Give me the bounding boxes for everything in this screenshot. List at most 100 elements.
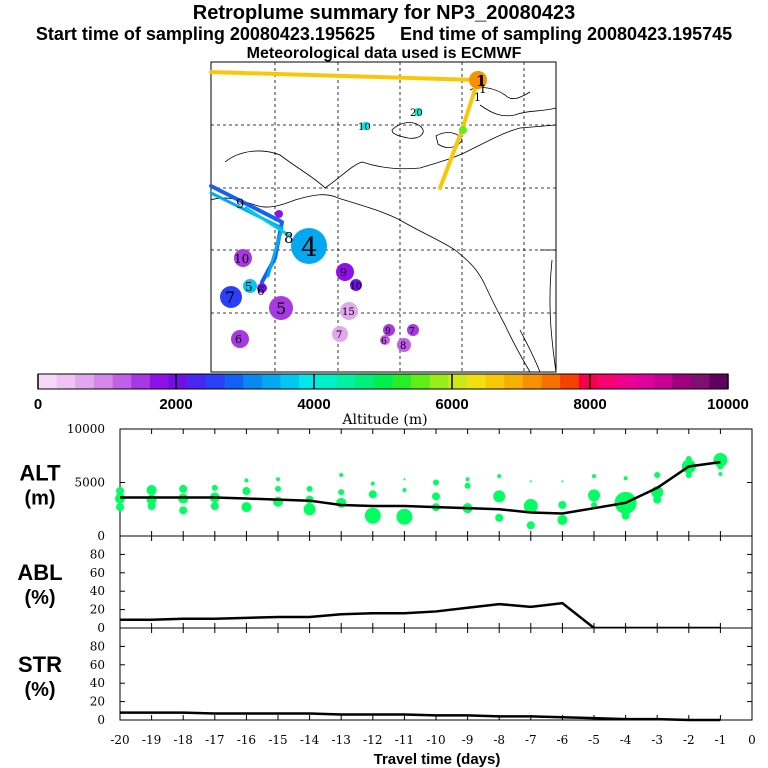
altitude-marker [561, 480, 564, 483]
map-label: 9 [385, 327, 391, 337]
map-label: 10 [358, 122, 371, 133]
altitude-marker [654, 472, 661, 479]
map-label: 15 [342, 307, 355, 318]
colorbar-ticks: 0 2000 4000 6000 8000 10000 [34, 374, 749, 413]
map-circle [220, 286, 242, 308]
colorbar-cell [504, 374, 524, 389]
x-tick-label: -1 [715, 733, 727, 747]
map-label: 1 [476, 72, 486, 90]
colorbar-cell [355, 374, 375, 389]
x-tick-label: -14 [300, 733, 320, 747]
colorbar-cell [75, 374, 95, 389]
panel-frame [119, 535, 753, 629]
y-tick-label: 0 [97, 713, 105, 727]
altitude-marker [242, 487, 251, 496]
map-circle [291, 228, 327, 264]
x-tick-label: -3 [651, 733, 663, 747]
map-label: 9 [236, 197, 244, 212]
colorbar-tick-label: 6000 [435, 396, 468, 413]
y-tick-label: 60 [90, 566, 105, 580]
panel-label: ALT [19, 461, 61, 486]
altitude-marker [275, 485, 281, 492]
map-circle [407, 324, 419, 336]
panel-unit: (%) [24, 587, 55, 609]
map-circle [257, 283, 267, 293]
blue-trajectory-inner [209, 191, 284, 278]
altitude-marker [179, 484, 188, 493]
map-label: 7 [336, 330, 342, 341]
series-line-alt [120, 460, 721, 515]
colorbar-cell [317, 374, 337, 389]
y-tick-label: 0 [97, 529, 105, 543]
altitude-marker [364, 507, 381, 524]
y-tick-label: 0 [97, 621, 105, 635]
travel-time-axis: -20 -19 -18 -17 -16 -15 -14 -13 -12 -11 -10 -9 -8 -7-… [110, 733, 755, 768]
x-tick-label: -8 [493, 733, 505, 747]
y-tick-label: 10000 [67, 422, 105, 436]
map-label: 7 [409, 327, 415, 337]
panel-frame [119, 627, 753, 721]
y-tick-label: 80 [90, 639, 105, 653]
y-tick-label: 80 [90, 547, 105, 561]
altitude-marker [368, 490, 377, 499]
map-label: 6 [381, 337, 387, 347]
altitude-marker [718, 471, 723, 476]
map-circle [269, 296, 293, 320]
colorbar-tick-label: 10000 [707, 396, 749, 413]
altitude-marker [557, 514, 568, 525]
y-tick-label: 40 [90, 584, 105, 598]
map-circle [234, 249, 252, 267]
colorbar-cells [38, 374, 729, 389]
panel-str: 80 60 40 20 0 STR(%) [18, 627, 753, 727]
colorbar-tick-label: 2000 [159, 396, 192, 413]
y-tick-label: 60 [90, 658, 105, 672]
x-tick-label: -19 [142, 733, 161, 747]
chart-title: Retroplume summary for NP3_20080423 [192, 2, 576, 24]
altitude-marker [493, 490, 506, 503]
y-tick-label: 20 [90, 695, 105, 709]
map-circle [336, 263, 354, 281]
altitude-marker [588, 489, 600, 502]
map-label: 4 [301, 233, 318, 263]
colorbar-cell [578, 374, 598, 389]
y-tick-label: 40 [90, 676, 105, 690]
altitude-marker [433, 479, 439, 486]
colorbar-cell [131, 374, 151, 389]
sampling-times: Start time of sampling 20080423.195625 E… [35, 24, 733, 44]
colorbar-cell [224, 374, 244, 389]
colorbar-cell [38, 374, 58, 389]
map-circle [459, 126, 467, 134]
x-tick-label: -4 [620, 733, 632, 747]
altitude-marker [116, 503, 124, 512]
map-label: 5 [276, 299, 286, 318]
map-label: 1 [474, 91, 481, 104]
map-circle [380, 335, 390, 345]
colorbar-cell [299, 374, 319, 389]
map-label: 8 [400, 341, 406, 352]
colorbar-cell [187, 374, 207, 389]
altitude-marker [464, 482, 471, 489]
colorbar-cell [485, 374, 505, 389]
colorbar-cell [168, 374, 188, 389]
colorbar-cell [690, 374, 710, 389]
map-circle [469, 71, 487, 89]
trajectory-markers [220, 71, 487, 352]
map-circle [231, 330, 249, 348]
altitude-marker [717, 463, 724, 470]
colorbar-cell [616, 374, 636, 389]
altitude-marker [592, 474, 596, 479]
x-tick-label: -16 [237, 733, 256, 747]
x-tick-label: -10 [426, 733, 445, 747]
altitude-marker [396, 508, 413, 525]
altitude-marker [306, 485, 313, 492]
altitude-marker [402, 487, 407, 492]
map-label: 6 [235, 333, 242, 346]
trajectory-map: 1 1 1 10 20 9 8 4 10 9 10 7 5 6 5 15 7 6… [209, 61, 557, 373]
x-tick-label: -13 [332, 733, 351, 747]
map-label: 10 [234, 252, 249, 266]
colorbar-cell [634, 374, 654, 389]
altitude-marker [465, 477, 470, 482]
colorbar-title: Altitude (m) [341, 412, 427, 428]
colorbar-tick-label: 0 [34, 396, 42, 413]
